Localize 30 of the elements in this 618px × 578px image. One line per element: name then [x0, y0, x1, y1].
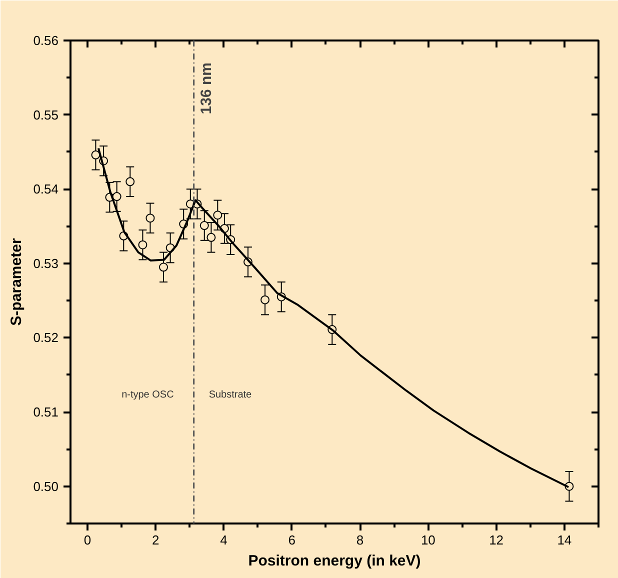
point: [200, 221, 209, 230]
point: [206, 232, 216, 242]
ref-line-label: 136 nm: [198, 62, 215, 114]
point: [158, 262, 168, 272]
x-tick-label: 8: [356, 532, 364, 548]
point: [91, 150, 100, 160]
y-tick-label: 0.52: [33, 330, 59, 346]
point: [213, 210, 222, 220]
point: [126, 177, 135, 186]
point: [138, 240, 148, 250]
x-tick-label: 10: [420, 532, 436, 548]
y-tick-label: 0.50: [33, 478, 59, 494]
y-tick-label: 0.53: [33, 256, 59, 271]
point: [112, 192, 122, 202]
y-tick-label: 0.56: [33, 33, 59, 48]
x-tick-label: 6: [288, 532, 296, 548]
y-tick-label: 0.51: [33, 404, 59, 420]
point: [260, 295, 270, 304]
x-tick-label: 0: [84, 532, 92, 548]
annotation: n-type OSC: [122, 389, 174, 400]
x-tick-label: 4: [220, 532, 228, 548]
x-tick-label: 12: [489, 532, 504, 548]
x-tick-label: 2: [152, 532, 160, 548]
y-axis-title: S-parameter: [8, 238, 26, 326]
annotation: Substrate: [208, 389, 252, 400]
point: [146, 214, 155, 223]
x-axis-title: Positron energy (in keV): [248, 552, 421, 570]
y-tick-label: 0.55: [33, 107, 59, 122]
y-tick-label: 0.54: [33, 182, 59, 197]
x-tick-label: 14: [557, 532, 572, 548]
